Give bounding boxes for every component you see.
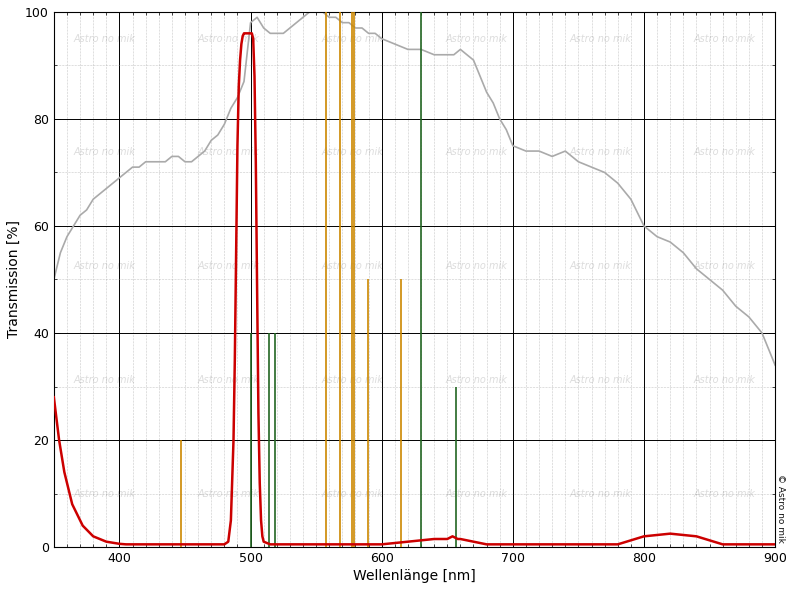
Text: Astro no mik: Astro no mik <box>445 375 507 385</box>
Y-axis label: Transmission [%]: Transmission [%] <box>7 221 21 339</box>
X-axis label: Wellenlänge [nm]: Wellenlänge [nm] <box>353 569 476 583</box>
Text: Astro no mik: Astro no mik <box>322 261 384 271</box>
Text: © Astro no mik: © Astro no mik <box>776 474 785 543</box>
Text: Astro no mik: Astro no mik <box>569 375 631 385</box>
Text: Astro no mik: Astro no mik <box>198 375 260 385</box>
Text: Astro no mik: Astro no mik <box>569 148 631 158</box>
Text: Astro no mik: Astro no mik <box>569 489 631 499</box>
Text: Astro no mik: Astro no mik <box>694 34 756 44</box>
Text: Astro no mik: Astro no mik <box>445 148 507 158</box>
Text: Astro no mik: Astro no mik <box>694 489 756 499</box>
Text: Astro no mik: Astro no mik <box>322 489 384 499</box>
Text: Astro no mik: Astro no mik <box>322 34 384 44</box>
Text: Astro no mik: Astro no mik <box>73 148 135 158</box>
Text: Astro no mik: Astro no mik <box>198 34 260 44</box>
Text: Astro no mik: Astro no mik <box>445 261 507 271</box>
Text: Astro no mik: Astro no mik <box>694 261 756 271</box>
Text: Astro no mik: Astro no mik <box>569 261 631 271</box>
Text: Astro no mik: Astro no mik <box>73 375 135 385</box>
Text: Astro no mik: Astro no mik <box>694 375 756 385</box>
Text: Astro no mik: Astro no mik <box>569 34 631 44</box>
Text: Astro no mik: Astro no mik <box>445 489 507 499</box>
Text: Astro no mik: Astro no mik <box>445 34 507 44</box>
Text: Astro no mik: Astro no mik <box>694 148 756 158</box>
Text: Astro no mik: Astro no mik <box>198 489 260 499</box>
Text: Astro no mik: Astro no mik <box>322 375 384 385</box>
Text: Astro no mik: Astro no mik <box>73 261 135 271</box>
Text: Astro no mik: Astro no mik <box>322 148 384 158</box>
Text: Astro no mik: Astro no mik <box>73 34 135 44</box>
Text: Astro no mik: Astro no mik <box>198 261 260 271</box>
Text: Astro no mik: Astro no mik <box>198 148 260 158</box>
Text: Astro no mik: Astro no mik <box>73 489 135 499</box>
